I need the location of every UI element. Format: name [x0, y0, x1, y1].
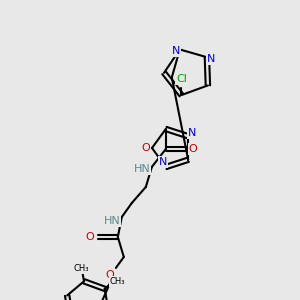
Text: Cl: Cl: [176, 74, 187, 84]
Text: N: N: [188, 128, 196, 138]
Text: O: O: [188, 144, 197, 154]
Text: N: N: [172, 46, 180, 56]
Text: HN: HN: [103, 216, 120, 226]
Text: O: O: [142, 143, 150, 153]
Text: CH₃: CH₃: [74, 264, 89, 273]
Text: O: O: [85, 232, 94, 242]
Text: O: O: [105, 270, 114, 280]
Text: HN: HN: [134, 164, 150, 174]
Text: N: N: [207, 54, 215, 64]
Text: N: N: [159, 157, 167, 167]
Text: CH₃: CH₃: [109, 277, 125, 286]
